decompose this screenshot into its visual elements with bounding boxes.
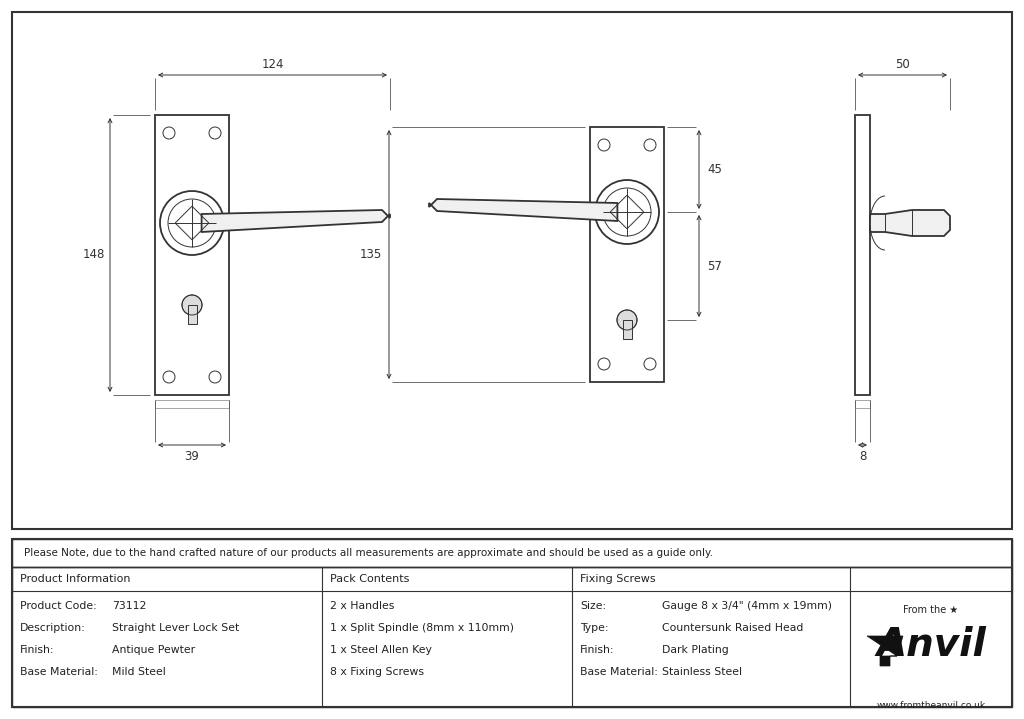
Text: Base Material:: Base Material: [580, 667, 657, 677]
Text: Countersunk Raised Head: Countersunk Raised Head [662, 623, 804, 633]
Text: Base Material:: Base Material: [20, 667, 98, 677]
Bar [12, 539, 1012, 707]
Text: Please Note, due to the hand crafted nature of our products all measurements are: Please Note, due to the hand crafted nat… [24, 548, 713, 558]
Polygon shape [623, 320, 632, 339]
Text: Fixing Screws: Fixing Screws [580, 574, 655, 584]
Text: Size:: Size: [580, 601, 606, 611]
Text: 1 x Steel Allen Key: 1 x Steel Allen Key [330, 645, 432, 655]
Text: 57: 57 [708, 260, 723, 273]
Text: 8: 8 [859, 451, 866, 464]
Bar [12, 567, 1012, 707]
Circle shape [182, 295, 202, 315]
Text: www.fromtheanvil.co.uk: www.fromtheanvil.co.uk [877, 701, 985, 710]
Text: 8 x Fixing Screws: 8 x Fixing Screws [330, 667, 424, 677]
Text: 148: 148 [83, 249, 105, 262]
Text: Description:: Description: [20, 623, 86, 633]
Polygon shape [187, 305, 197, 324]
Polygon shape [870, 210, 950, 236]
Text: Type:: Type: [580, 623, 608, 633]
Bar [155, 400, 229, 408]
Text: Straight Lever Lock Set: Straight Lever Lock Set [112, 623, 240, 633]
Text: Dark Plating: Dark Plating [662, 645, 729, 655]
Text: 73112: 73112 [112, 601, 146, 611]
Text: 50: 50 [895, 58, 910, 71]
Circle shape [617, 310, 637, 330]
Bar [855, 115, 870, 395]
Text: Anvil: Anvil [877, 626, 986, 664]
Text: 135: 135 [359, 248, 382, 261]
Text: 45: 45 [708, 163, 723, 176]
Bar [590, 127, 664, 382]
Text: From the ★: From the ★ [903, 605, 958, 615]
Bar [155, 115, 229, 395]
Polygon shape [202, 210, 390, 232]
Text: Finish:: Finish: [20, 645, 54, 655]
Bar [855, 400, 870, 408]
Text: Mild Steel: Mild Steel [112, 667, 166, 677]
Polygon shape [867, 636, 903, 666]
Bar [12, 12, 1012, 529]
Bar [12, 567, 1012, 591]
Bar [12, 539, 1012, 567]
Text: 2 x Handles: 2 x Handles [330, 601, 394, 611]
Text: Product Code:: Product Code: [20, 601, 96, 611]
Text: 124: 124 [261, 58, 284, 71]
Polygon shape [429, 199, 617, 221]
Text: 39: 39 [184, 451, 200, 464]
Text: Antique Pewter: Antique Pewter [112, 645, 196, 655]
Text: Finish:: Finish: [580, 645, 614, 655]
Text: Product Information: Product Information [20, 574, 130, 584]
Text: Stainless Steel: Stainless Steel [662, 667, 742, 677]
Text: Gauge 8 x 3/4" (4mm x 19mm): Gauge 8 x 3/4" (4mm x 19mm) [662, 601, 831, 611]
Text: 1 x Split Spindle (8mm x 110mm): 1 x Split Spindle (8mm x 110mm) [330, 623, 514, 633]
Text: Pack Contents: Pack Contents [330, 574, 410, 584]
